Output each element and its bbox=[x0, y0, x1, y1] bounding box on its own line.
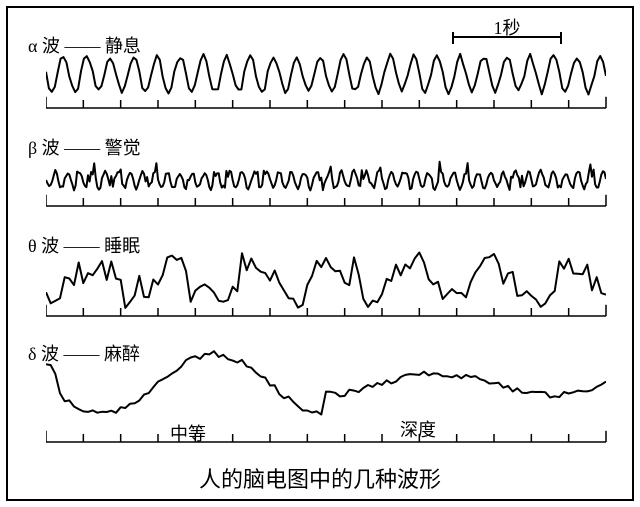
wave-theta bbox=[46, 244, 606, 336]
axis-theta bbox=[46, 300, 608, 320]
axis-alpha bbox=[46, 92, 608, 112]
sublabel-delta-0: 中等 bbox=[170, 420, 206, 446]
axis-beta bbox=[46, 190, 608, 210]
greek-theta: θ bbox=[28, 236, 37, 256]
time-scale-bar: 1秒 bbox=[452, 36, 562, 38]
wave-alpha bbox=[46, 44, 606, 128]
sublabel-delta-1: 深度 bbox=[400, 416, 436, 442]
greek-delta: δ bbox=[28, 344, 36, 364]
axis-delta bbox=[46, 426, 608, 446]
figure-caption: 人的脑电图中的几种波形 bbox=[0, 462, 640, 494]
greek-beta: β bbox=[28, 138, 37, 158]
greek-alpha: α bbox=[28, 36, 37, 56]
wave-beta bbox=[46, 146, 606, 226]
